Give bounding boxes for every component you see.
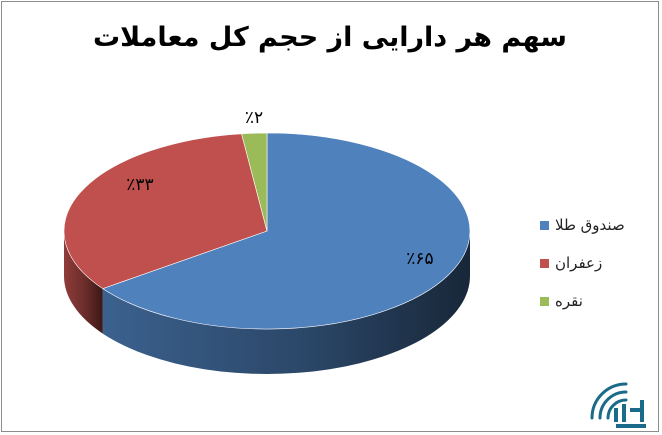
legend-item-gold-fund: صندوق طلا bbox=[540, 206, 650, 244]
legend-label-gold-fund: صندوق طلا bbox=[555, 216, 625, 234]
legend-label-saffron: زعفران bbox=[555, 254, 603, 272]
legend-swatch-saffron bbox=[540, 258, 549, 268]
legend-swatch-gold-fund bbox=[540, 220, 549, 230]
legend-swatch-silver bbox=[540, 296, 549, 306]
pie-slice-1 bbox=[63, 133, 268, 289]
data-label-0: ٪۶۵ bbox=[406, 249, 433, 269]
legend-label-silver: نقره bbox=[555, 292, 583, 310]
pie-slice-0 bbox=[102, 132, 471, 330]
legend-item-saffron: زعفران bbox=[540, 244, 650, 282]
pie-side-walls bbox=[64, 231, 471, 374]
pie-slice-2 bbox=[241, 132, 268, 232]
pie-side-0 bbox=[102, 231, 471, 374]
chart-legend: صندوق طلا زعفران نقره bbox=[540, 206, 650, 320]
data-label-1: ٪۳۳ bbox=[126, 175, 153, 195]
legend-item-silver: نقره bbox=[540, 282, 650, 320]
chart-title: سهم هر دارایی از حجم کل معاملات bbox=[93, 22, 567, 53]
data-label-2: ٪۲ bbox=[245, 108, 263, 128]
pie-side-1 bbox=[64, 231, 103, 334]
kalakhabar-logo bbox=[590, 382, 646, 428]
